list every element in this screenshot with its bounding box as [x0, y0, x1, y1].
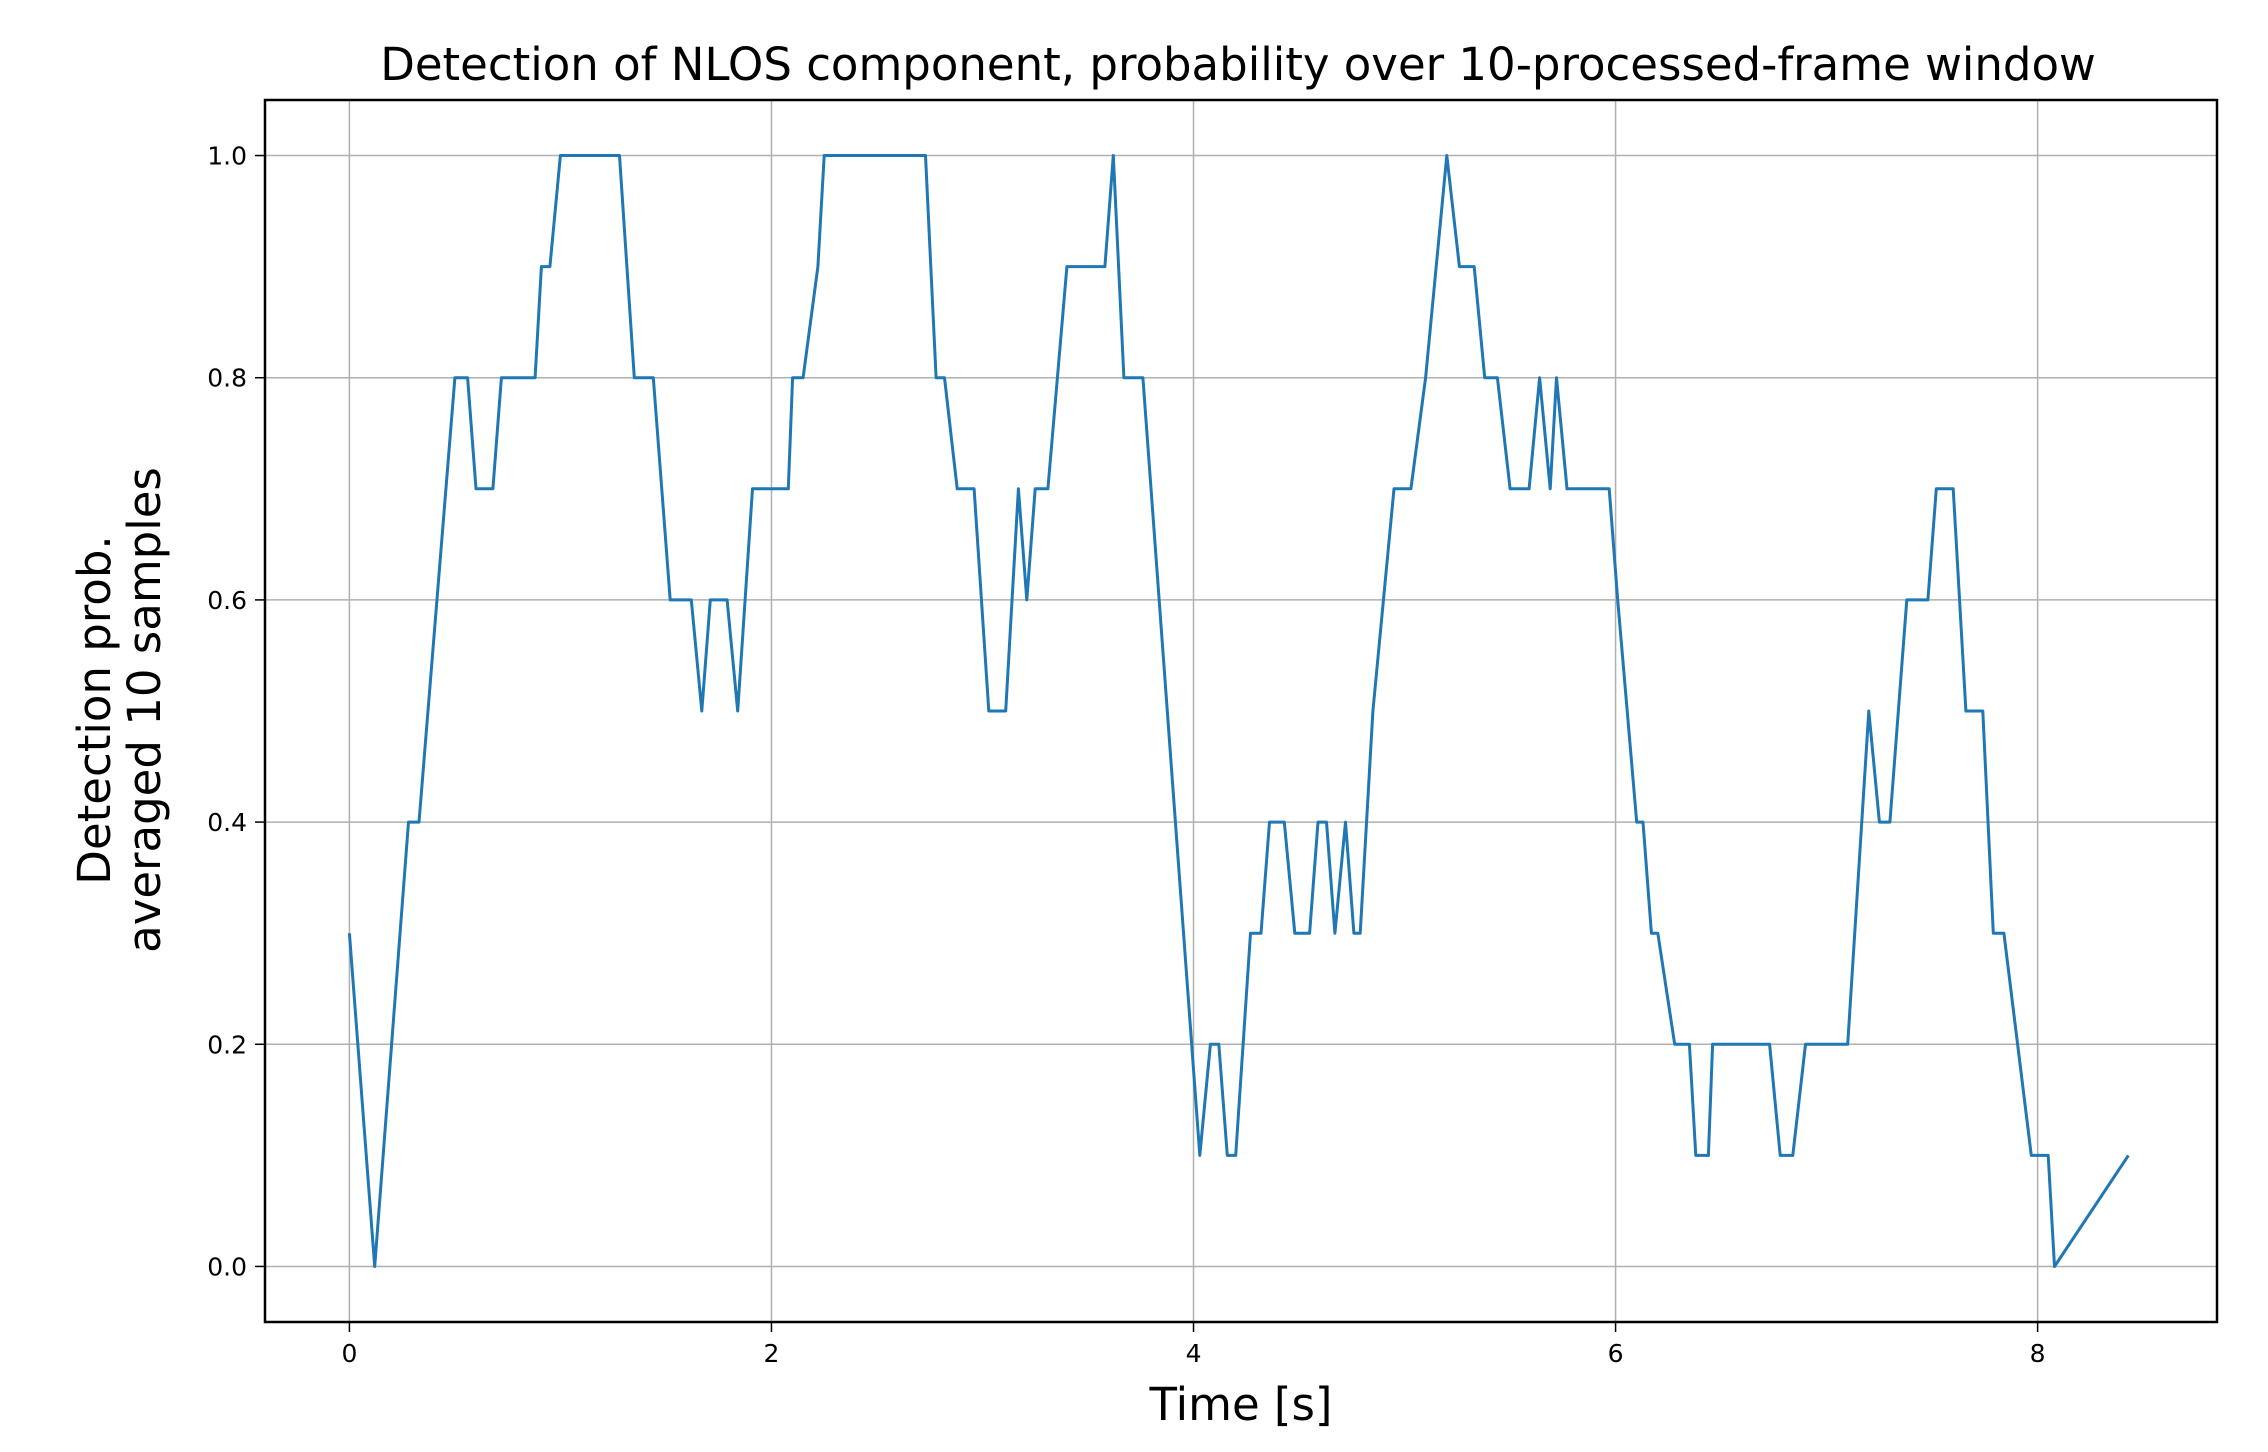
x-tick-label: 8 [2030, 1339, 2046, 1368]
chart-title: Detection of NLOS component, probability… [380, 38, 2096, 91]
x-tick-label: 2 [764, 1339, 780, 1368]
y-tick-label: 1.0 [207, 142, 247, 171]
y-axis-label-line-2: averaged 10 samples [118, 467, 171, 953]
series-line [347, 154, 2130, 1268]
x-tick-label: 6 [1608, 1339, 1624, 1368]
y-tick-label: 0.6 [207, 586, 247, 615]
y-tick-label: 0.4 [207, 808, 247, 837]
plot-frame [263, 98, 2219, 1324]
y-tick-label: 0.2 [207, 1030, 247, 1059]
x-axis-label: Time [s] [1149, 1378, 1333, 1431]
x-tick-label: 0 [341, 1339, 357, 1368]
y-tick-label: 0.0 [207, 1252, 247, 1281]
plot-lines [347, 154, 2130, 1268]
y-axis-label-group: Detection prob. averaged 10 samples [68, 467, 171, 953]
y-tick-label: 0.8 [207, 364, 247, 393]
ticks: 0 2 4 6 8 0.0 0.2 0.4 0.6 0.8 1.0 [207, 142, 2045, 1368]
x-tick-label: 4 [1186, 1339, 1202, 1368]
y-axis-label-line-1: Detection prob. [68, 535, 121, 884]
